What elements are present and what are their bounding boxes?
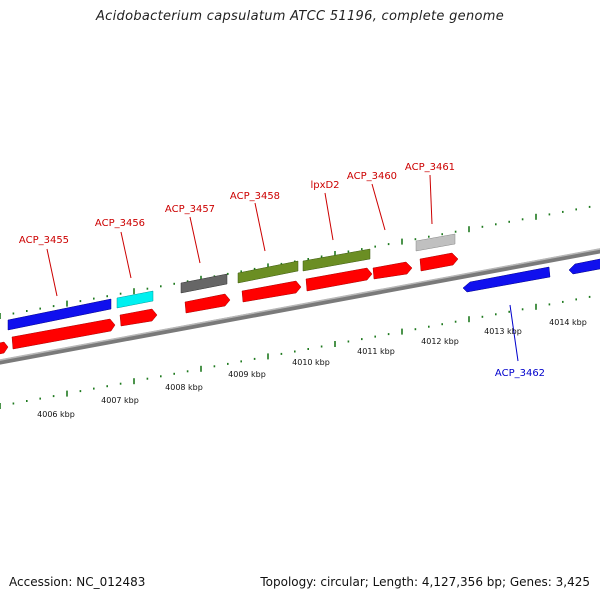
- cds-arrow[interactable]: [0, 341, 9, 355]
- lower-tick-track: [0, 295, 591, 409]
- cds-arrow[interactable]: [241, 280, 302, 303]
- kbp-label: 4011 kbp: [357, 347, 395, 356]
- gene-box-acp3456[interactable]: [116, 290, 154, 309]
- gene-box-acp3455[interactable]: [7, 298, 112, 331]
- cds-arrow[interactable]: [119, 308, 158, 327]
- gene-label-acp3461[interactable]: ACP_3461: [405, 162, 455, 173]
- kbp-label: 4013 kbp: [484, 327, 522, 336]
- gene-box-next-reverse[interactable]: [568, 258, 600, 275]
- gene-label-leaders: [46, 174, 519, 362]
- kbp-label: 4007 kbp: [101, 396, 139, 405]
- cds-track: [0, 252, 459, 355]
- kbp-label: 4009 kbp: [228, 370, 266, 379]
- gene-box-acp3457[interactable]: [180, 273, 228, 294]
- gene-feature-track: [7, 233, 600, 331]
- cds-arrow[interactable]: [372, 261, 413, 280]
- cds-arrow[interactable]: [419, 252, 459, 272]
- kbp-label: 4006 kbp: [37, 410, 75, 419]
- kbp-label: 4014 kbp: [549, 318, 587, 327]
- kbp-scale-labels: 4006 kbp 4007 kbp 4008 kbp 4009 kbp 4010…: [37, 318, 587, 419]
- gene-box-acp3458[interactable]: [237, 260, 299, 284]
- kbp-label: 4010 kbp: [292, 358, 330, 367]
- cds-arrow[interactable]: [184, 293, 231, 314]
- cds-arrow[interactable]: [305, 267, 373, 292]
- genome-backbone: [0, 248, 600, 365]
- kbp-label: 4012 kbp: [421, 337, 459, 346]
- cds-arrow[interactable]: [11, 318, 116, 350]
- gene-box-acp3462[interactable]: [462, 266, 551, 293]
- gene-label-acp3457[interactable]: ACP_3457: [165, 204, 215, 215]
- gene-box-lpxd2[interactable]: [302, 248, 371, 272]
- accession-label: Accession: NC_012483: [9, 575, 146, 589]
- kbp-label: 4008 kbp: [165, 383, 203, 392]
- gene-label-acp3456[interactable]: ACP_3456: [95, 218, 145, 229]
- map-title: Acidobacterium capsulatum ATCC 51196, co…: [95, 9, 505, 24]
- gene-label-acp3458[interactable]: ACP_3458: [230, 191, 280, 202]
- gene-label-acp3460[interactable]: ACP_3460: [347, 171, 397, 182]
- gene-labels: ACP_3455 ACP_3456 ACP_3457 ACP_3458 lpxD…: [19, 162, 545, 379]
- gene-label-lpxd2[interactable]: lpxD2: [310, 180, 339, 191]
- gene-label-acp3462[interactable]: ACP_3462: [495, 368, 545, 379]
- genome-summary-label: Topology: circular; Length: 4,127,356 bp…: [260, 575, 590, 589]
- gene-box-acp3461[interactable]: [415, 233, 456, 252]
- gene-label-acp3455[interactable]: ACP_3455: [19, 235, 69, 246]
- upper-tick-track: [0, 205, 591, 319]
